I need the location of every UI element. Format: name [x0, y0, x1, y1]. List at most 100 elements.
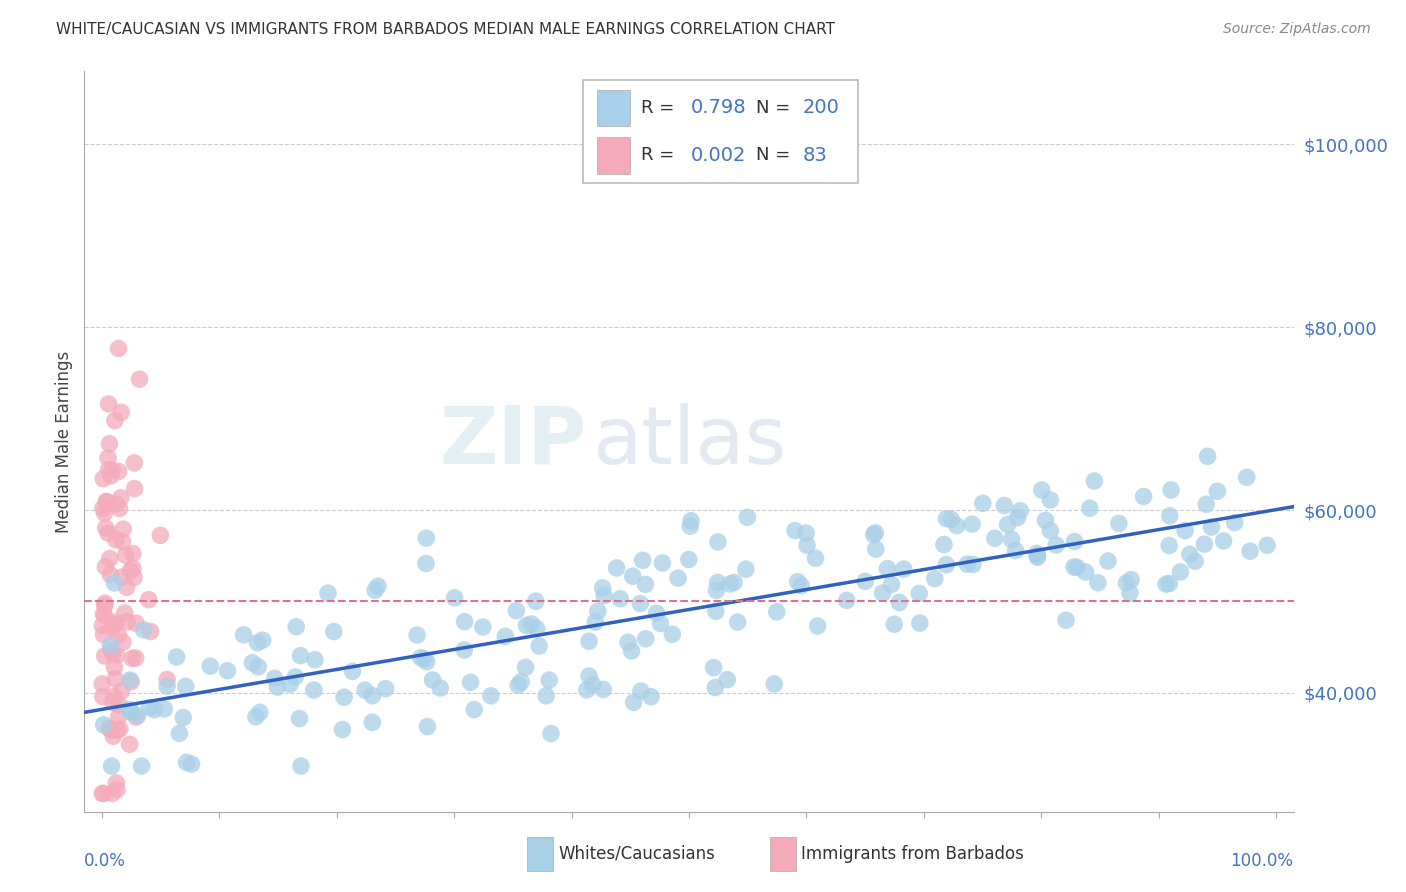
Point — [97, 463, 120, 477]
Point — [582, 678, 605, 692]
Point — [413, 652, 436, 666]
Point — [1201, 520, 1223, 534]
Point — [180, 757, 202, 772]
Point — [1074, 565, 1097, 579]
Text: R =: R = — [641, 146, 681, 164]
Point — [1206, 484, 1229, 499]
Point — [505, 604, 527, 618]
Point — [716, 673, 738, 687]
Point — [796, 538, 818, 552]
Point — [1097, 554, 1119, 568]
Point — [935, 558, 957, 572]
Point — [138, 592, 160, 607]
Point — [364, 583, 387, 598]
Point — [727, 615, 749, 629]
Point — [865, 542, 887, 557]
Point — [1063, 560, 1085, 574]
Point — [125, 710, 148, 724]
Point — [932, 537, 955, 551]
Point — [104, 672, 127, 686]
Point — [1194, 537, 1216, 551]
Point — [174, 679, 197, 693]
Point — [247, 660, 270, 674]
Point — [128, 372, 150, 386]
Point — [111, 635, 134, 649]
Point — [332, 723, 354, 737]
Point — [1035, 513, 1057, 527]
Point — [718, 577, 741, 591]
Point — [935, 511, 957, 525]
Point — [316, 586, 339, 600]
Point — [149, 528, 172, 542]
Point — [538, 673, 561, 687]
Point — [1054, 613, 1077, 627]
Point — [156, 679, 179, 693]
Point — [105, 782, 128, 797]
Point — [707, 535, 730, 549]
Point — [103, 729, 125, 743]
Text: Immigrants from Barbados: Immigrants from Barbados — [801, 845, 1025, 863]
Point — [125, 651, 148, 665]
Point — [290, 648, 312, 663]
Point — [908, 616, 931, 631]
Point — [108, 698, 131, 712]
Point — [415, 557, 437, 571]
Point — [132, 623, 155, 637]
Point — [865, 525, 887, 540]
Point — [93, 599, 115, 613]
Point — [245, 710, 267, 724]
Point — [97, 451, 120, 466]
Point — [98, 551, 121, 566]
Point — [703, 660, 725, 674]
Point — [650, 616, 672, 631]
Point — [172, 710, 194, 724]
Point — [956, 557, 979, 571]
Point — [98, 722, 121, 736]
Point — [593, 589, 616, 603]
Point — [494, 629, 516, 643]
Point — [508, 678, 530, 692]
Point — [790, 579, 813, 593]
Point — [107, 342, 129, 356]
Point — [583, 615, 606, 629]
Point — [278, 677, 301, 691]
Text: Whites/Caucasians: Whites/Caucasians — [558, 845, 716, 863]
Point — [93, 648, 115, 663]
Point — [93, 607, 115, 621]
Point — [706, 575, 728, 590]
Bar — [598, 89, 630, 127]
Point — [941, 512, 963, 526]
Point — [114, 606, 136, 620]
Point — [734, 562, 756, 576]
Point — [103, 660, 125, 674]
Point — [122, 561, 145, 575]
Point — [108, 722, 131, 736]
Point — [100, 468, 122, 483]
Point — [515, 660, 537, 674]
Point — [1170, 565, 1192, 579]
Point — [121, 651, 143, 665]
Point — [101, 647, 124, 661]
Point — [1025, 546, 1047, 560]
Point — [972, 496, 994, 510]
Point — [118, 737, 141, 751]
Point — [527, 639, 550, 653]
Point — [1159, 508, 1181, 523]
Point — [111, 570, 134, 584]
Point — [679, 519, 702, 533]
Point — [1026, 550, 1049, 565]
Point — [578, 634, 600, 648]
Point — [333, 690, 356, 705]
Point — [263, 671, 285, 685]
Point — [114, 548, 136, 562]
Point — [1063, 534, 1085, 549]
Point — [153, 702, 176, 716]
Point — [876, 561, 898, 575]
Point — [103, 617, 125, 632]
Point — [783, 524, 806, 538]
Point — [91, 677, 114, 691]
Point — [1004, 543, 1026, 558]
Point — [374, 681, 396, 696]
Point — [285, 620, 308, 634]
Point — [100, 567, 122, 582]
